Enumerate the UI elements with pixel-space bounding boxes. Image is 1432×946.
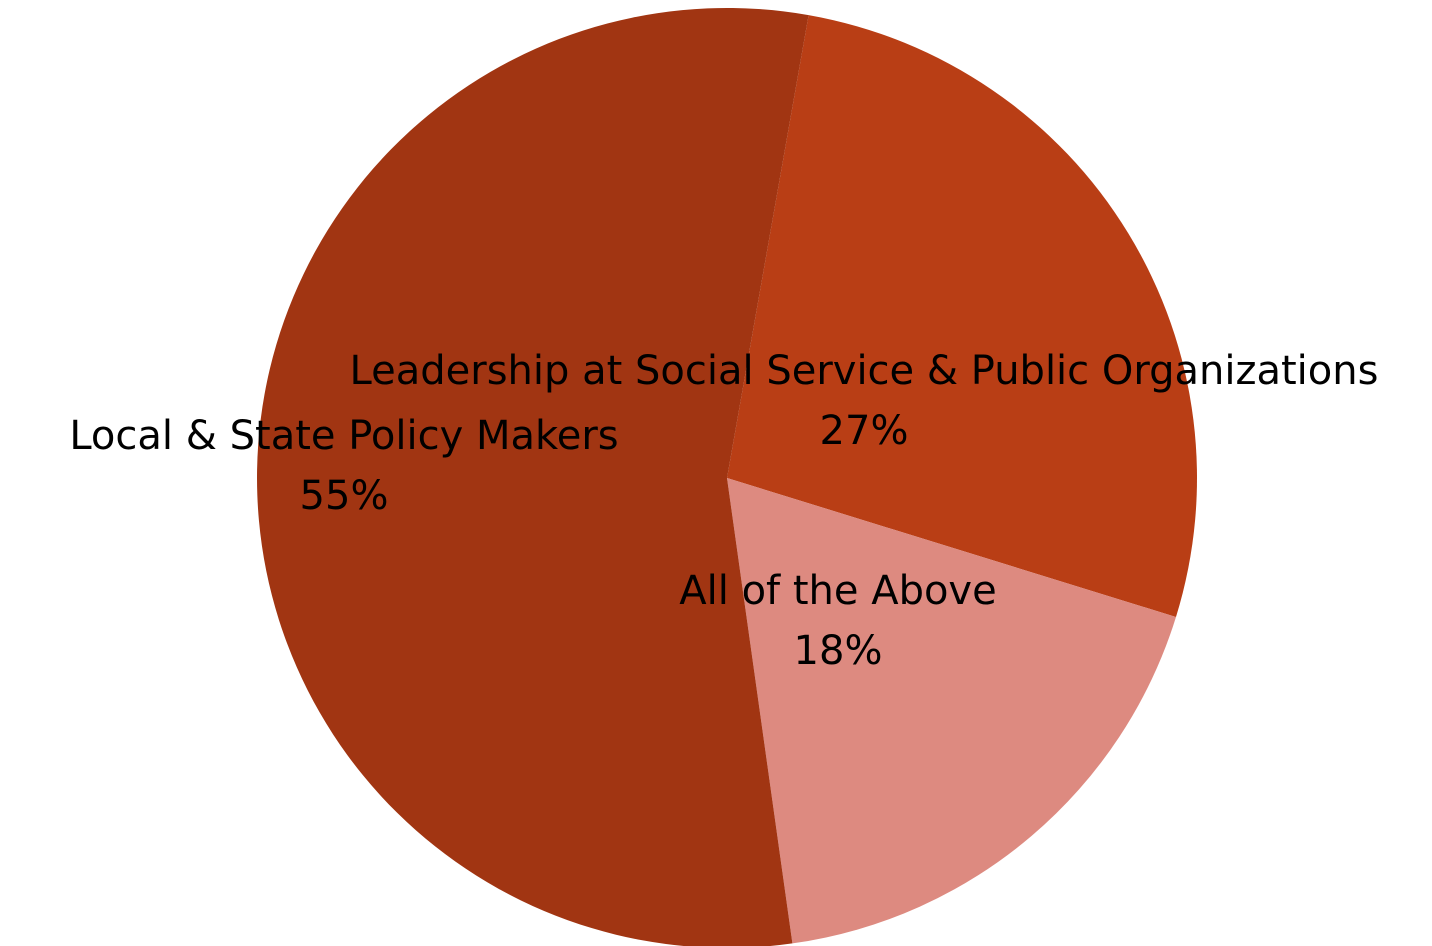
slice-value-leadership: 27%	[820, 408, 909, 454]
pie-slice-leadership-at-social-service-public-organizations	[727, 15, 1197, 617]
slice-label-all-of-the-above: All of the Above	[679, 568, 996, 614]
slice-value-all-of-the-above: 18%	[794, 628, 883, 674]
pie-labels: Leadership at Social Service & Public Or…	[69, 348, 1378, 674]
slice-label-local-state: Local & State Policy Makers	[69, 413, 618, 459]
pie-slice-all-of-the-above	[727, 478, 1176, 944]
pie-slices	[257, 8, 1197, 946]
pie-slice-local-state-policy-makers	[257, 8, 809, 946]
slice-value-local-state: 55%	[300, 473, 389, 519]
slice-label-leadership: Leadership at Social Service & Public Or…	[350, 348, 1379, 394]
